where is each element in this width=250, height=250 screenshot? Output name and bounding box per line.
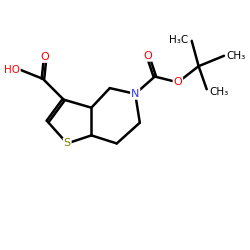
Text: H₃C: H₃C xyxy=(169,35,188,45)
Text: CH₃: CH₃ xyxy=(226,51,246,61)
Text: O: O xyxy=(41,52,50,62)
Text: N: N xyxy=(131,89,140,99)
Text: S: S xyxy=(64,138,71,148)
Text: HO: HO xyxy=(4,65,20,75)
Text: O: O xyxy=(144,51,152,61)
Text: CH₃: CH₃ xyxy=(209,86,228,97)
Text: O: O xyxy=(174,77,182,87)
